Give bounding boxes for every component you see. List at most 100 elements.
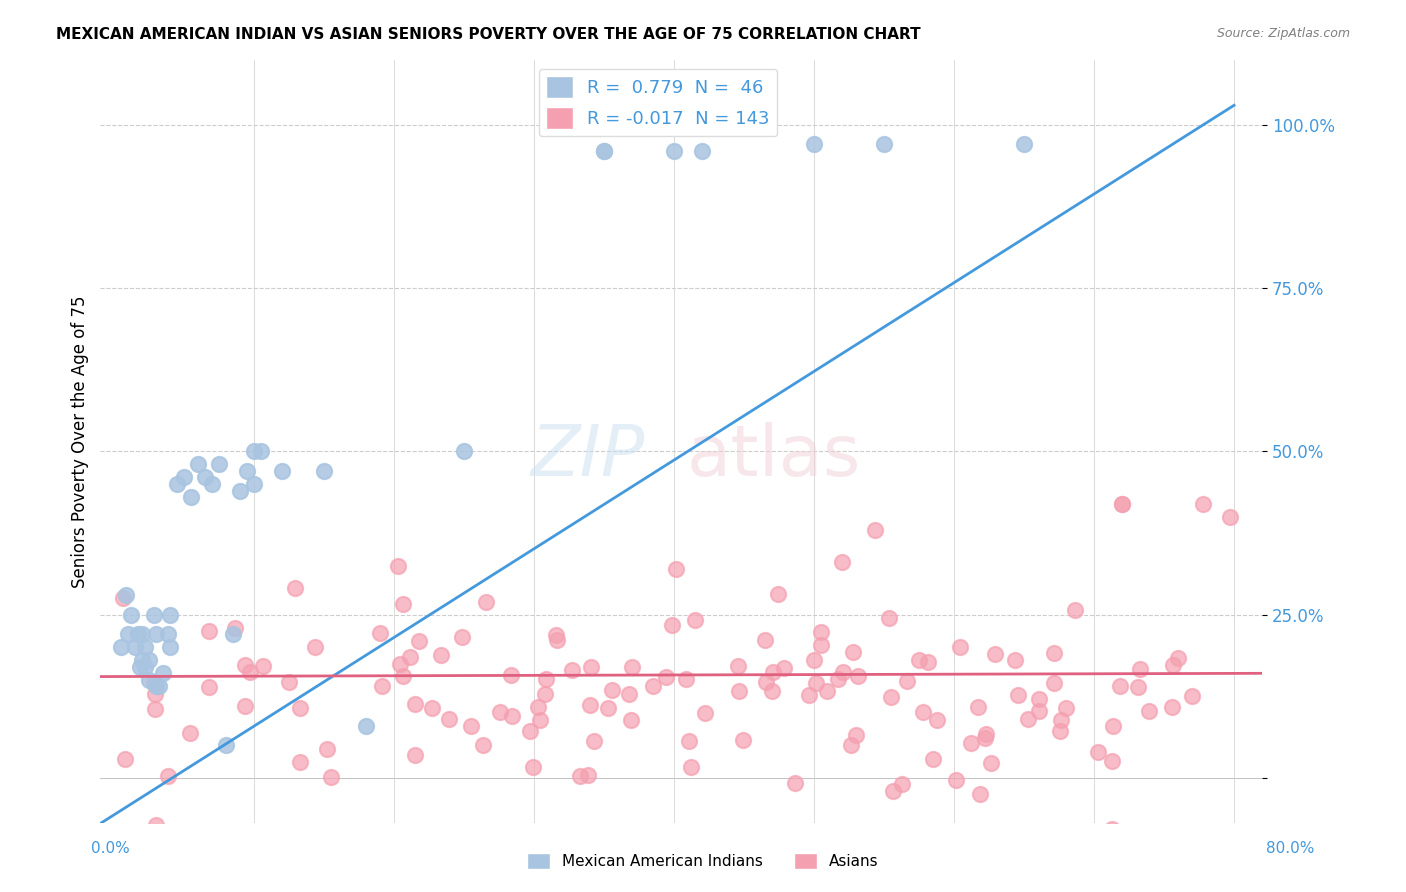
Text: ZIP: ZIP: [531, 422, 645, 491]
Point: [143, 702, 166, 716]
Point: [451, 630, 474, 644]
Point: [159, 640, 181, 655]
Point: [453, 444, 475, 458]
Point: [974, 726, 997, 740]
Point: [439, 712, 461, 726]
Point: [1101, 719, 1123, 733]
Point: [145, 687, 167, 701]
Point: [166, 477, 188, 491]
Point: [1043, 646, 1066, 660]
Point: [845, 728, 868, 742]
Point: [243, 444, 266, 458]
Point: [839, 739, 862, 753]
Point: [1049, 713, 1071, 727]
Point: [314, 464, 336, 478]
Point: [1101, 822, 1123, 836]
Point: [143, 676, 166, 690]
Point: [877, 610, 900, 624]
Point: [236, 464, 259, 478]
Text: 0.0%: 0.0%: [91, 841, 131, 856]
Point: [501, 668, 523, 682]
Point: [159, 607, 181, 622]
Point: [120, 607, 142, 622]
Point: [619, 714, 641, 728]
Point: [690, 144, 713, 158]
Point: [761, 684, 783, 698]
Point: [797, 688, 820, 702]
Point: [810, 638, 832, 652]
Point: [762, 665, 785, 680]
Point: [356, 718, 378, 732]
Point: [392, 597, 415, 611]
Point: [617, 687, 640, 701]
Point: [1101, 754, 1123, 768]
Text: atlas: atlas: [688, 422, 862, 491]
Point: [755, 674, 778, 689]
Point: [806, 675, 828, 690]
Point: [519, 723, 541, 738]
Point: [827, 672, 849, 686]
Point: [534, 672, 557, 686]
Point: [803, 137, 825, 152]
Point: [321, 770, 343, 784]
Point: [727, 659, 749, 673]
Point: [197, 680, 219, 694]
Legend: Mexican American Indians, Asians: Mexican American Indians, Asians: [522, 847, 884, 875]
Point: [398, 649, 420, 664]
Point: [388, 657, 411, 671]
Y-axis label: Seniors Poverty Over the Age of 75: Seniors Poverty Over the Age of 75: [72, 295, 89, 588]
Point: [693, 706, 716, 720]
Point: [460, 719, 482, 733]
Point: [180, 490, 202, 504]
Point: [215, 738, 238, 752]
Point: [974, 731, 997, 745]
Point: [1028, 704, 1050, 718]
Point: [579, 660, 602, 674]
Point: [1111, 497, 1133, 511]
Text: 80.0%: 80.0%: [1267, 841, 1315, 856]
Point: [546, 633, 568, 648]
Text: MEXICAN AMERICAN INDIAN VS ASIAN SENIORS POVERTY OVER THE AGE OF 75 CORRELATION : MEXICAN AMERICAN INDIAN VS ASIAN SENIORS…: [56, 27, 921, 42]
Point: [148, 679, 170, 693]
Point: [960, 736, 983, 750]
Point: [138, 673, 160, 687]
Point: [783, 776, 806, 790]
Point: [922, 752, 945, 766]
Point: [201, 477, 224, 491]
Point: [127, 627, 149, 641]
Point: [1063, 602, 1085, 616]
Point: [593, 144, 616, 158]
Point: [471, 738, 494, 752]
Point: [598, 701, 620, 715]
Point: [815, 683, 838, 698]
Point: [239, 665, 262, 680]
Point: [408, 634, 430, 648]
Point: [187, 458, 209, 472]
Point: [969, 787, 991, 801]
Point: [404, 747, 426, 762]
Point: [387, 559, 409, 574]
Point: [1028, 691, 1050, 706]
Point: [546, 628, 568, 642]
Point: [142, 607, 165, 622]
Point: [198, 624, 221, 638]
Point: [1108, 680, 1130, 694]
Point: [1087, 745, 1109, 759]
Point: [675, 672, 697, 686]
Point: [134, 640, 156, 655]
Point: [533, 687, 555, 701]
Point: [863, 523, 886, 537]
Point: [733, 733, 755, 747]
Point: [112, 591, 135, 606]
Point: [194, 470, 217, 484]
Point: [873, 137, 896, 152]
Point: [1129, 662, 1152, 676]
Point: [173, 470, 195, 484]
Point: [110, 640, 132, 655]
Point: [145, 679, 167, 693]
Point: [252, 659, 274, 673]
Point: [1167, 651, 1189, 665]
Point: [576, 768, 599, 782]
Point: [224, 621, 246, 635]
Point: [370, 626, 392, 640]
